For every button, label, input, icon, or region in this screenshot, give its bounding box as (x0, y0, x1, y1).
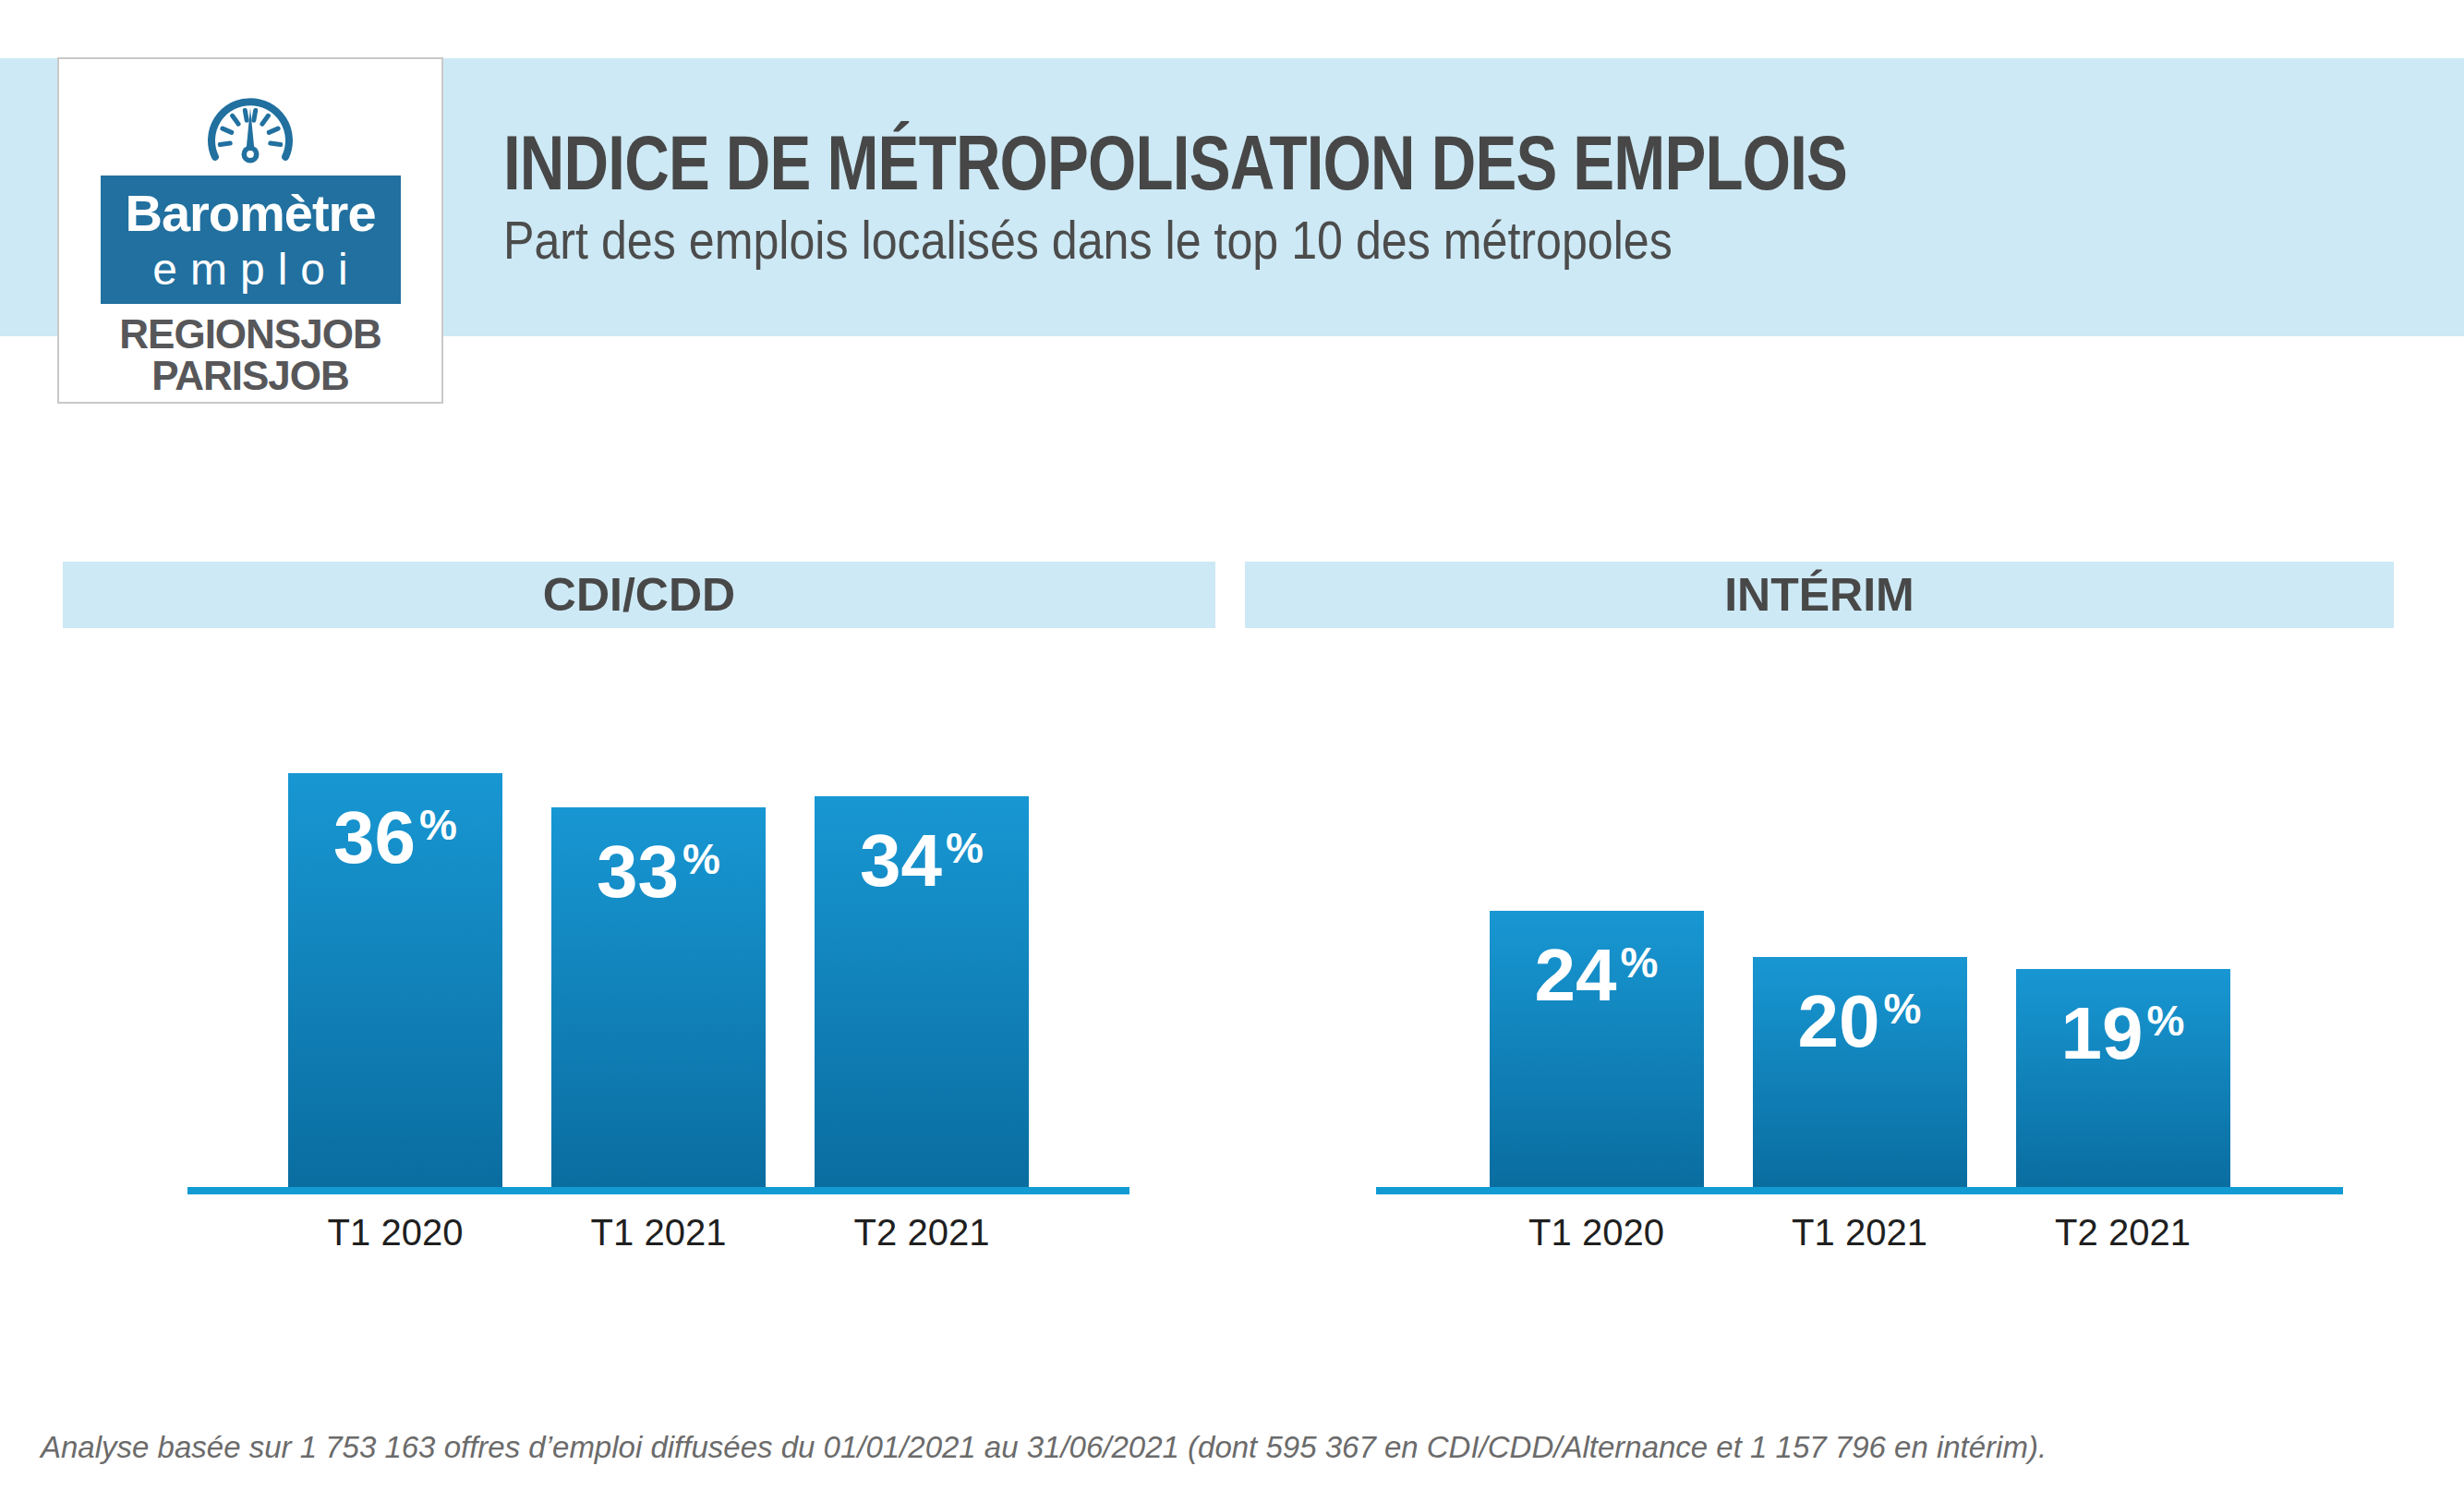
chart-cdi-category-labels: T1 2020 T1 2021 T2 2021 (187, 1212, 1129, 1254)
bar-value-label: 20% (1798, 980, 1922, 1062)
bar-cdi-t1-2020: 36% (288, 773, 502, 1187)
x-axis-line (187, 1187, 1129, 1194)
bar-column: 33% (551, 807, 766, 1187)
logo-barometre-emploi: Baromètre emploi (101, 176, 401, 304)
category-label: T1 2021 (551, 1212, 766, 1254)
chart-cdi-cdd: 36% 33% 34% T1 2020 T1 2021 T2 2021 (187, 721, 1129, 1254)
brand-parisjob: PARISJOB (151, 356, 349, 397)
logo-box: Baromètre emploi REGIONSJOB PARISJOB (57, 57, 443, 404)
section-header-interim: INTÉRIM (1245, 562, 2394, 628)
chart-cdi-bars: 36% 33% 34% (187, 721, 1129, 1187)
gauge-icon (202, 96, 298, 176)
category-label: T1 2020 (288, 1212, 502, 1254)
bar-cdi-t2-2021: 34% (815, 796, 1029, 1187)
page-subtitle: Part des emplois localisés dans le top 1… (503, 214, 1982, 267)
logo-title: Baromètre (125, 188, 375, 239)
section-title-cdi-cdd: CDI/CDD (543, 568, 735, 622)
category-label: T2 2021 (815, 1212, 1029, 1254)
category-label: T2 2021 (2016, 1212, 2230, 1254)
category-label: T1 2021 (1753, 1212, 1967, 1254)
bar-value-label: 36% (333, 796, 457, 878)
title-block: INDICE DE MÉTROPOLISATION DES EMPLOIS Pa… (503, 124, 2183, 267)
page-title: INDICE DE MÉTROPOLISATION DES EMPLOIS (503, 124, 1847, 201)
bar-interim-t1-2020: 24% (1490, 911, 1704, 1187)
section-header-cdi-cdd: CDI/CDD (63, 562, 1215, 628)
bar-cdi-t1-2021: 33% (551, 807, 766, 1187)
category-label: T1 2020 (1490, 1212, 1704, 1254)
bar-value-label: 34% (860, 819, 984, 902)
bar-interim-t2-2021: 19% (2016, 969, 2230, 1187)
bar-column: 20% (1753, 957, 1967, 1187)
analysis-footnote: Analyse basée sur 1 753 163 offres d’emp… (41, 1430, 2047, 1465)
infographic-page: Baromètre emploi REGIONSJOB PARISJOB IND… (0, 0, 2464, 1502)
bar-value-label: 33% (597, 830, 720, 913)
logo-subtitle: emploi (152, 248, 360, 292)
brand-regionsjob: REGIONSJOB (119, 314, 380, 356)
bar-column: 19% (2016, 969, 2230, 1187)
chart-interim: 24% 20% 19% T1 2020 T1 2021 T2 2021 (1376, 721, 2343, 1254)
chart-interim-category-labels: T1 2020 T1 2021 T2 2021 (1376, 1212, 2343, 1254)
bar-column: 24% (1490, 911, 1704, 1187)
bar-value-label: 19% (2061, 992, 2185, 1074)
x-axis-line (1376, 1187, 2343, 1194)
bar-column: 36% (288, 773, 502, 1187)
chart-interim-bars: 24% 20% 19% (1376, 721, 2343, 1187)
bar-interim-t1-2021: 20% (1753, 957, 1967, 1187)
section-title-interim: INTÉRIM (1724, 568, 1914, 622)
bar-column: 34% (815, 796, 1029, 1187)
bar-value-label: 24% (1535, 934, 1659, 1016)
